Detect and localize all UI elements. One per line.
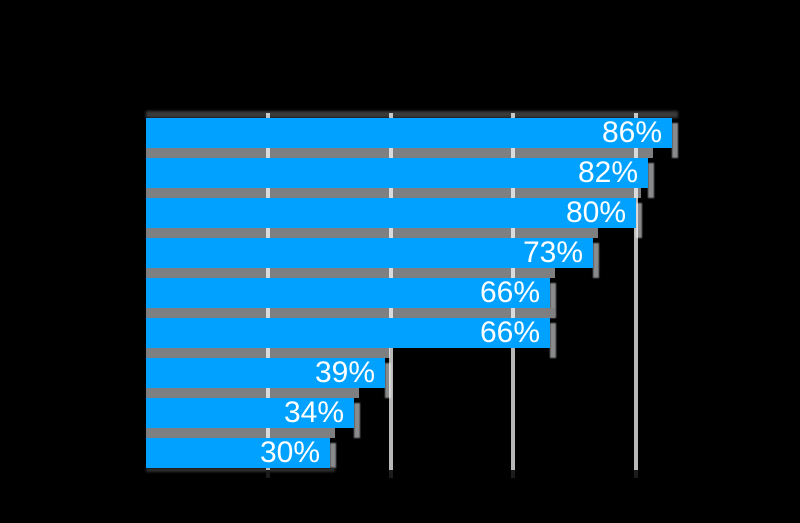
bar-shadow-band [146,188,641,198]
bar-shadow-band [146,388,359,398]
bar-shadow-right [672,123,678,158]
bar-shadow-right [550,323,556,358]
bar-value-label: 34% [283,396,344,429]
bar-shadow-right [354,403,360,438]
bar-shadow-right [385,363,391,398]
x-axis-tick [634,470,638,478]
x-axis-tick [389,470,393,478]
bar: 30% [146,438,330,468]
bar: 66% [146,318,550,348]
bar: 66% [146,278,550,308]
bar-value-label: 80% [565,196,626,229]
bar-shadow-right [636,203,642,238]
bar-shadow-right [593,243,599,278]
bar-value-label: 73% [522,236,583,269]
bar: 34% [146,398,354,428]
x-axis-tick [511,470,515,478]
bar-shadow-band [146,428,335,438]
bar-shadow-right [648,163,654,198]
bar-value-label: 30% [259,436,320,469]
bar-value-label: 39% [314,356,375,389]
x-axis-tick [266,470,270,478]
bar-value-label: 82% [577,156,638,189]
bar-value-label: 86% [601,116,662,149]
bar: 73% [146,238,593,268]
bar: 80% [146,198,636,228]
bar-value-label: 66% [479,316,540,349]
bar-shadow-band [146,268,555,278]
bar-shadow-band [146,308,555,318]
bar-shadow-right [330,443,336,468]
bar-shadow-right [550,283,556,318]
bar: 86% [146,118,672,148]
bar: 82% [146,158,648,188]
bar-shadow-top-halo [146,111,678,118]
bar-shadow-band [146,228,598,238]
bar-shadow-bottom [146,468,335,472]
bar-shadow-band [146,148,653,158]
x-gridline [634,113,638,470]
bar-value-label: 66% [479,276,540,309]
bar: 39% [146,358,385,388]
